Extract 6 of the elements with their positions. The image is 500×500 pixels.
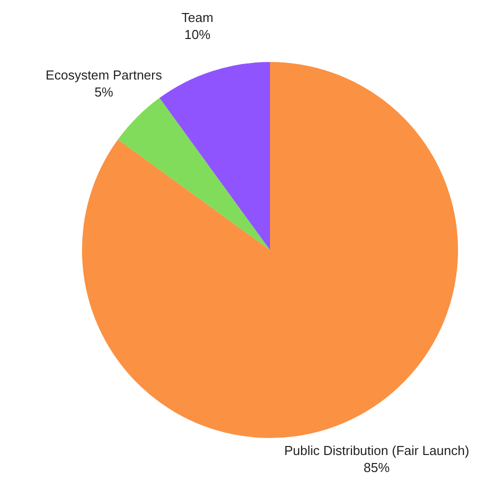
slice-label: Team xyxy=(181,10,214,26)
data-label: 10% xyxy=(184,27,211,42)
slice-label: Ecosystem Partners xyxy=(46,67,162,82)
data-label: 85% xyxy=(364,460,390,475)
slice-label: Public Distribution (Fair Launch) xyxy=(284,442,470,458)
data-label: 5% xyxy=(94,84,114,100)
